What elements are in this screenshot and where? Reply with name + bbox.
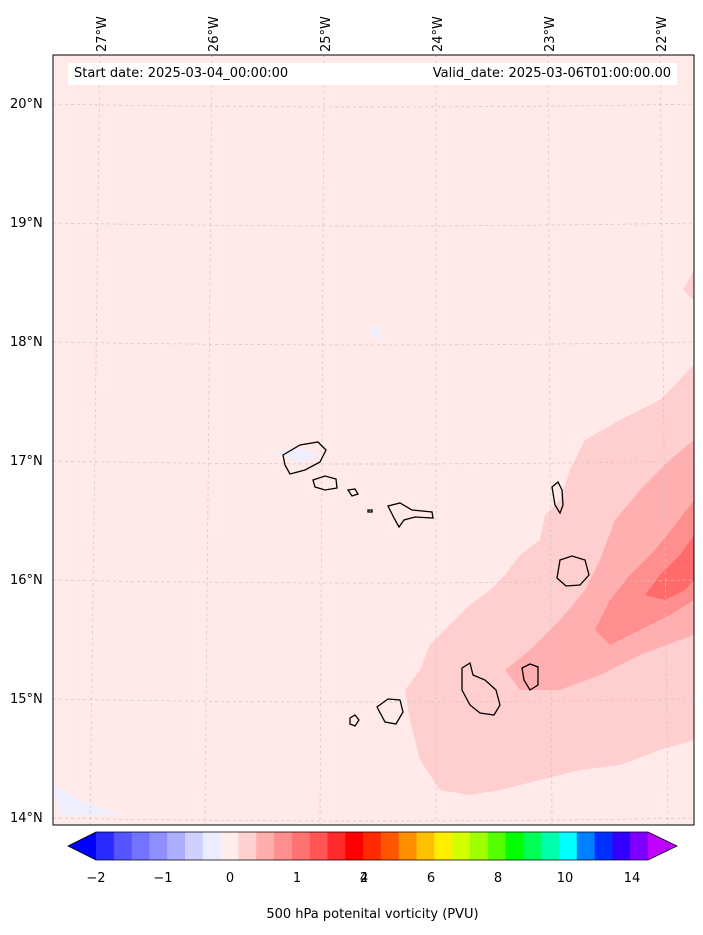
lon-label: 25°W <box>319 16 334 52</box>
lat-label: 15°N <box>10 692 43 707</box>
lat-label: 19°N <box>10 216 43 231</box>
colorbar-segment <box>167 832 186 860</box>
colorbar-segment <box>202 832 222 860</box>
pv-negative-patch <box>370 325 382 340</box>
colorbar-segment <box>274 832 293 860</box>
island-sal <box>551 480 564 515</box>
colorbar-segment <box>612 832 631 860</box>
lat-label: 18°N <box>10 335 43 350</box>
colorbar-segment <box>220 832 239 860</box>
colorbar-tick-label: 14 <box>623 871 641 886</box>
coastlines <box>282 441 590 727</box>
lon-label: 26°W <box>207 16 222 52</box>
lat-label: 14°N <box>10 811 43 826</box>
colorbar-segment <box>416 832 435 860</box>
colorbar-extend-low <box>68 832 96 860</box>
colorbar-segment <box>505 832 524 860</box>
colorbar-tick-label: 4 <box>359 871 369 886</box>
colorbar-title: 500 hPa potenital vorticity (PVU) <box>266 907 479 922</box>
colorbar-extend-high <box>648 832 677 860</box>
colorbar-segment <box>576 832 596 860</box>
pv-negative-patch <box>272 448 320 462</box>
colorbar-segment <box>327 832 346 860</box>
colorbar-segment <box>541 832 560 860</box>
island-santiago <box>461 661 501 716</box>
colorbar-tick-label: −1 <box>153 871 173 886</box>
pv-contour-max <box>645 535 694 600</box>
valid-date-label: Valid_date: 2025-03-06T01:00:00.00 <box>432 66 671 81</box>
colorbar-segment <box>452 832 471 860</box>
colorbar-segment <box>630 832 649 860</box>
lat-label: 16°N <box>10 573 43 588</box>
colorbar-segment <box>469 832 489 860</box>
colorbar <box>67 831 678 861</box>
island-sao-nicolau <box>387 502 434 529</box>
colorbar-tick-label: −2 <box>86 871 106 886</box>
colorbar-segment <box>363 832 382 860</box>
colorbar-tick-label: 8 <box>493 871 503 886</box>
pv-contour-medium <box>505 440 694 690</box>
colorbar-segment <box>398 832 418 860</box>
pv-contour-strong <box>595 500 694 645</box>
lon-label: 23°W <box>543 16 558 52</box>
gridlines <box>53 55 694 825</box>
colorbar-segment <box>558 832 578 860</box>
island-raso <box>367 509 373 513</box>
colorbar-outline <box>67 831 678 861</box>
island-maio <box>521 663 539 691</box>
island-fogo <box>376 698 404 725</box>
island-santa-luzia <box>346 488 359 497</box>
colorbar-segment <box>487 832 507 860</box>
colorbar-tick-label: 10 <box>556 871 574 886</box>
colorbar-segment <box>238 832 257 860</box>
lat-label: 20°N <box>10 97 43 112</box>
colorbar-segment <box>380 832 400 860</box>
colorbar-segment <box>291 832 311 860</box>
colorbar-segment <box>131 832 150 860</box>
colorbar-segment <box>523 832 542 860</box>
colorbar-segment <box>149 832 168 860</box>
map-frame <box>52 54 695 826</box>
colorbar-segment <box>594 832 613 860</box>
lat-label: 17°N <box>10 454 43 469</box>
colorbar-segment <box>309 832 328 860</box>
date-banner: Start date: 2025-03-04_00:00:00 Valid_da… <box>68 63 677 85</box>
lon-label: 22°W <box>655 16 670 52</box>
colorbar-tick-label: 0 <box>225 871 235 886</box>
colorbar-tick-label: 6 <box>426 871 436 886</box>
island-brava <box>349 714 360 727</box>
island-santo-antao <box>282 441 327 475</box>
lon-label: 24°W <box>431 16 446 52</box>
colorbar-segment <box>345 832 364 860</box>
colorbar-tick-label: 1 <box>292 871 302 886</box>
colorbar-segment <box>434 832 453 860</box>
colorbar-segment <box>185 832 204 860</box>
lon-label: 27°W <box>95 16 110 52</box>
start-date-label: Start date: 2025-03-04_00:00:00 <box>74 66 289 81</box>
island-sao-vicente <box>312 475 338 491</box>
colorbar-segment <box>96 832 115 860</box>
colorbar-segment <box>256 832 275 860</box>
island-boa-vista <box>556 555 590 587</box>
colorbar-tick-label: 2 <box>359 871 369 886</box>
colorbar-segment <box>113 832 133 860</box>
pv-negative-patch <box>53 785 120 815</box>
